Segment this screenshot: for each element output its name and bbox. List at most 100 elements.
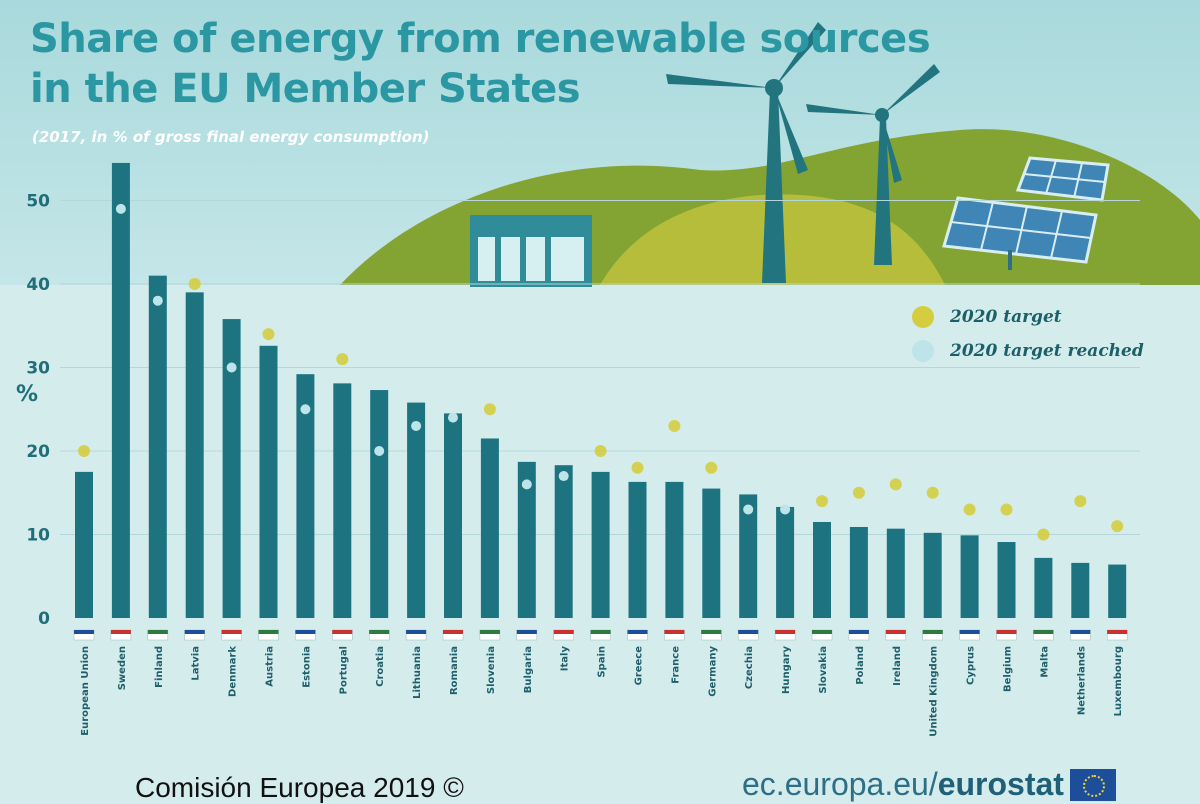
bar: [111, 162, 130, 619]
flag-stripe: [1033, 630, 1054, 634]
country-flag-icon: [516, 629, 538, 641]
x-tick-label: Greece: [634, 646, 645, 686]
country-flag-icon: [184, 629, 205, 641]
bar: [480, 438, 499, 618]
wind-turbine-icon: [666, 22, 826, 283]
flag-stripe: [959, 630, 980, 634]
flag-stripe: [738, 630, 759, 634]
target-reached-marker: [558, 471, 569, 482]
chart-subtitle: (2017, in % of gross final energy consum…: [32, 128, 430, 146]
bar: [960, 535, 979, 618]
x-tick-label: Finland: [154, 646, 165, 688]
flag-stripe: [406, 630, 427, 634]
flag-stripe: [110, 630, 131, 634]
eu-flag-icon: [1069, 768, 1116, 801]
target-marker: [1074, 495, 1087, 508]
bar: [702, 488, 721, 618]
x-tick-label: Belgium: [1003, 646, 1014, 692]
bar: [591, 471, 610, 618]
flag-stripe: [553, 630, 574, 634]
source-url: ec.europa.eu/: [742, 766, 938, 802]
bar: [923, 532, 942, 618]
target-reached-marker: [411, 420, 422, 431]
target-marker: [1111, 520, 1124, 533]
y-tick-label: 10: [26, 526, 50, 546]
y-tick-label: 20: [26, 442, 50, 462]
target-reached-marker: [521, 479, 532, 490]
bar: [1071, 562, 1090, 618]
bar: [75, 471, 93, 618]
bar: [665, 481, 684, 618]
flag-stripe: [922, 630, 943, 634]
target-reached-marker: [115, 203, 126, 214]
y-tick-label: 40: [26, 275, 50, 295]
target-marker: [483, 403, 496, 416]
flag-stripe: [332, 630, 353, 634]
target-marker: [705, 461, 718, 474]
country-flag-icon: [73, 629, 95, 641]
target-reached-marker: [226, 362, 237, 373]
bar: [776, 506, 795, 618]
x-tick-label: Hungary: [781, 646, 792, 694]
bar: [628, 481, 647, 618]
x-tick-label: Estonia: [301, 646, 312, 688]
bar: [444, 413, 462, 618]
source-link[interactable]: ec.europa.eu/eurostat: [742, 766, 1116, 803]
chart-title: Share of energy from renewable sources i…: [30, 14, 931, 114]
flag-stripe: [295, 630, 316, 634]
bar: [333, 383, 352, 618]
target-marker: [262, 328, 275, 341]
bar: [886, 528, 905, 618]
legend-label: 2020 target reached: [950, 341, 1144, 361]
x-tick-label: Denmark: [228, 646, 239, 697]
bar: [739, 494, 758, 618]
target-marker: [594, 445, 607, 457]
x-tick-label: Czechia: [744, 646, 755, 689]
legend-item-target: 2020 target: [912, 300, 1144, 334]
country-flag-icon: [664, 629, 685, 641]
country-flag-icon: [332, 629, 353, 641]
x-tick-label: Spain: [597, 646, 608, 678]
dam-icon: [470, 215, 592, 287]
country-flag-icon: [922, 629, 943, 641]
x-tick-label: United Kingdom: [929, 646, 940, 737]
target-reached-marker: [743, 504, 754, 515]
x-tick-label: Romania: [449, 646, 460, 695]
legend-label: 2020 target: [950, 307, 1062, 327]
flag-stripe: [1070, 630, 1091, 634]
country-flags: [73, 629, 1128, 641]
flag-stripe: [74, 630, 94, 634]
country-flag-icon: [295, 629, 316, 641]
wind-turbine-icon: [806, 64, 940, 265]
country-flag-icon: [627, 629, 648, 641]
flag-stripe: [221, 630, 242, 634]
x-tick-label: Poland: [855, 646, 866, 685]
bar: [148, 275, 167, 618]
bar: [259, 345, 278, 618]
target-marker: [188, 278, 201, 290]
solar-panel-icon: [942, 196, 1098, 270]
copyright-footer: Comisión Europea 2019 ©: [135, 772, 464, 803]
legend-item-target-reached: 2020 target reached: [912, 334, 1144, 368]
country-flag-icon: [959, 629, 980, 641]
x-tick-label: Austria: [265, 646, 276, 687]
y-axis-ticks: 0 10 20 30 40 50: [26, 192, 50, 630]
target-reached-dot-icon: [912, 340, 934, 362]
flag-stripe: [479, 630, 500, 634]
x-tick-label: European Union: [80, 646, 91, 736]
title-line-2: in the EU Member States: [30, 66, 581, 112]
country-flag-icon: [885, 629, 907, 641]
country-flag-icon: [996, 629, 1017, 641]
country-flag-icon: [368, 629, 390, 641]
country-flag-icon: [110, 629, 132, 641]
bars: [75, 162, 1127, 619]
bar: [296, 374, 315, 618]
x-tick-label: Bulgaria: [523, 646, 534, 693]
flag-stripe: [885, 630, 906, 634]
country-flag-icon: [590, 629, 611, 641]
y-tick-label: 30: [26, 359, 50, 379]
bar: [813, 521, 831, 618]
country-flag-icon: [147, 629, 169, 641]
target-marker: [78, 445, 90, 457]
